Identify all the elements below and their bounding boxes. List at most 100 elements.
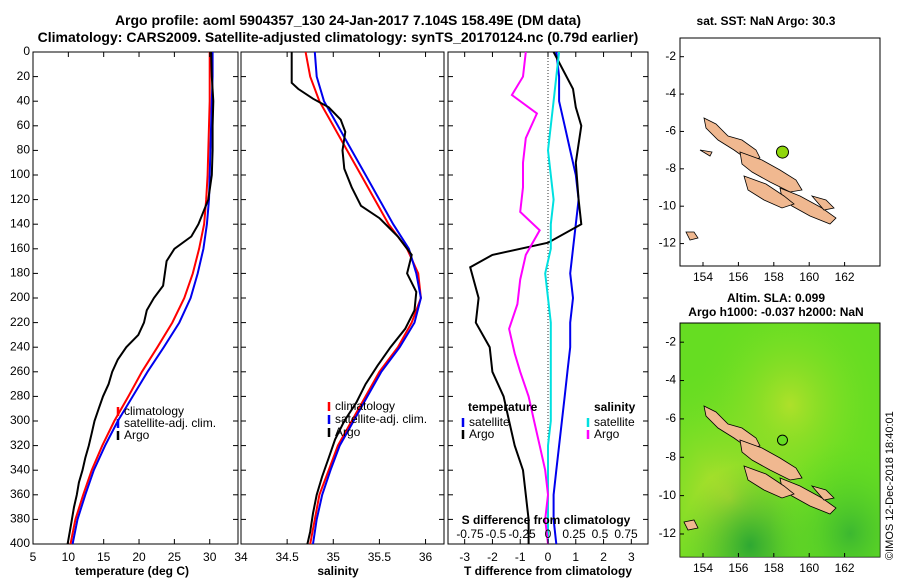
x-tick-label: -3 xyxy=(459,550,470,564)
series-line-argo xyxy=(66,51,215,545)
legend-argo: Argo xyxy=(335,425,361,439)
x-tick-label: -2 xyxy=(487,550,498,564)
s-difference-tick-label: 0.75 xyxy=(614,527,638,541)
legend-climatology: climatology xyxy=(124,404,184,418)
map-x-tick-label: 160 xyxy=(799,561,819,575)
x-tick-label: 20 xyxy=(132,550,146,564)
legend-t-satellite: satellite xyxy=(469,415,510,429)
temperature-panel: 5 10 15 20 25 30 0 20 40 60 80 100 120 140 160 180 200 2… xyxy=(10,44,239,578)
y-tick-label: 0 xyxy=(23,44,30,58)
map-y-tick-label: -2 xyxy=(665,49,676,63)
legend-t-argo: Argo xyxy=(469,427,495,441)
sst-map: sat. SST: NaN Argo: 30.3 154 156 158 160 162… xyxy=(659,14,881,284)
series-line-s-argo xyxy=(508,51,550,545)
legend-satellite: satellite-adj. clim. xyxy=(335,412,427,426)
y-tick-label: 360 xyxy=(10,487,30,501)
y-tick-label: 280 xyxy=(10,389,30,403)
island-small-a xyxy=(810,485,835,501)
argo-location-marker xyxy=(775,145,789,159)
title-line-2: Climatology: CARS2009. Satellite-adjuste… xyxy=(38,29,639,45)
island-santa-isabel xyxy=(739,151,803,193)
y-tick-label: 300 xyxy=(10,413,30,427)
map-y-tick-label: -8 xyxy=(665,161,676,175)
island-small-b xyxy=(683,519,699,531)
series-line-climatology xyxy=(69,52,211,545)
temperature-xlabel: temperature (deg C) xyxy=(75,564,189,578)
x-tick-label: 35.5 xyxy=(368,550,392,564)
legend-satellite: satellite-adj. clim. xyxy=(124,416,216,430)
legend-temperature-title: temperature xyxy=(468,400,538,414)
map-y-tick-label: -10 xyxy=(659,198,677,212)
island-small-a xyxy=(810,195,835,211)
salinity-legend: climatology satellite-adj. clim. Argo xyxy=(327,399,427,439)
series-line-satellite-adj-clim- xyxy=(312,51,422,545)
s-difference-tick-label: 0.25 xyxy=(562,527,586,541)
island-santa-isabel xyxy=(739,439,803,481)
series-line-t-argo xyxy=(469,51,583,544)
temperature-legend: climatology satellite-adj. clim. Argo xyxy=(116,404,216,442)
island-small-b xyxy=(685,231,699,241)
x-tick-label: 36 xyxy=(419,550,433,564)
map-y-tick-label: -2 xyxy=(665,334,676,348)
x-tick-label: 10 xyxy=(62,550,76,564)
island-guadalcanal xyxy=(743,175,795,209)
salinity-panel: 34 34.5 35 35.5 36 salinity climatology sate… xyxy=(234,51,445,578)
x-tick-label: 0 xyxy=(545,550,552,564)
s-difference-tick-label: 0.5 xyxy=(592,527,609,541)
imos-watermark: ©IMOS 12-Dec-2018 18:40:01 xyxy=(884,411,896,560)
x-tick-label: 3 xyxy=(628,550,635,564)
map-x-tick-label: 158 xyxy=(764,561,784,575)
legend-s-argo: Argo xyxy=(594,427,620,441)
map-x-tick-label: 162 xyxy=(835,270,855,284)
y-tick-label: 340 xyxy=(10,462,30,476)
legend-salinity-title: salinity xyxy=(594,400,636,414)
y-tick-label: 160 xyxy=(10,241,30,255)
difference-xlabel: T difference from climatology xyxy=(464,564,632,578)
sla-islands xyxy=(683,405,837,531)
x-tick-label: -1 xyxy=(515,550,526,564)
map-y-tick-label: -12 xyxy=(659,236,677,250)
sst-map-title: sat. SST: NaN Argo: 30.3 xyxy=(697,14,836,28)
y-tick-label: 320 xyxy=(10,438,30,452)
island-guadalcanal xyxy=(743,465,795,499)
x-tick-label: 34.5 xyxy=(275,550,299,564)
series-line-argo xyxy=(290,52,418,545)
sla-map-title-1: Altim. SLA: 0.099 xyxy=(727,291,825,305)
series-line-s-satellite xyxy=(544,51,561,544)
s-difference-tick-label: 0 xyxy=(545,527,552,541)
map-y-tick-label: -6 xyxy=(665,411,676,425)
map-x-tick-label: 154 xyxy=(693,270,713,284)
map-y-tick-label: -10 xyxy=(659,488,677,502)
x-tick-label: 1 xyxy=(572,550,579,564)
series-line-t-satellite xyxy=(552,51,580,545)
x-tick-label: 25 xyxy=(168,550,182,564)
s-difference-label: S difference from climatology xyxy=(462,513,631,527)
island-choiseul xyxy=(703,117,761,161)
y-tick-label: 20 xyxy=(17,69,31,83)
map-x-tick-label: 156 xyxy=(728,561,748,575)
map-y-tick-label: -4 xyxy=(665,86,676,100)
map-x-tick-label: 158 xyxy=(764,270,784,284)
y-tick-label: 140 xyxy=(10,216,30,230)
y-tick-label: 200 xyxy=(10,290,30,304)
x-tick-label: 2 xyxy=(600,550,607,564)
difference-panel: -3 -2 -1 0 1 2 3 T difference from climatology… xyxy=(447,51,649,578)
argo-location-marker xyxy=(776,434,788,446)
y-tick-label: 260 xyxy=(10,364,30,378)
map-y-tick-label: -6 xyxy=(665,124,676,138)
y-tick-label: 60 xyxy=(17,118,31,132)
legend-s-satellite: satellite xyxy=(594,415,635,429)
y-tick-label: 40 xyxy=(17,93,31,107)
island-choiseul xyxy=(703,405,761,449)
map-y-tick-label: -12 xyxy=(659,526,677,540)
x-tick-label: 34 xyxy=(234,550,248,564)
map-x-tick-label: 162 xyxy=(835,561,855,575)
x-tick-label: 5 xyxy=(30,550,37,564)
series-line-satellite-adj-clim- xyxy=(71,52,214,545)
legend-climatology: climatology xyxy=(335,399,395,413)
legend-argo: Argo xyxy=(124,428,150,442)
y-tick-label: 400 xyxy=(10,536,30,550)
y-tick-label: 220 xyxy=(10,315,30,329)
y-tick-label: 180 xyxy=(10,266,30,280)
